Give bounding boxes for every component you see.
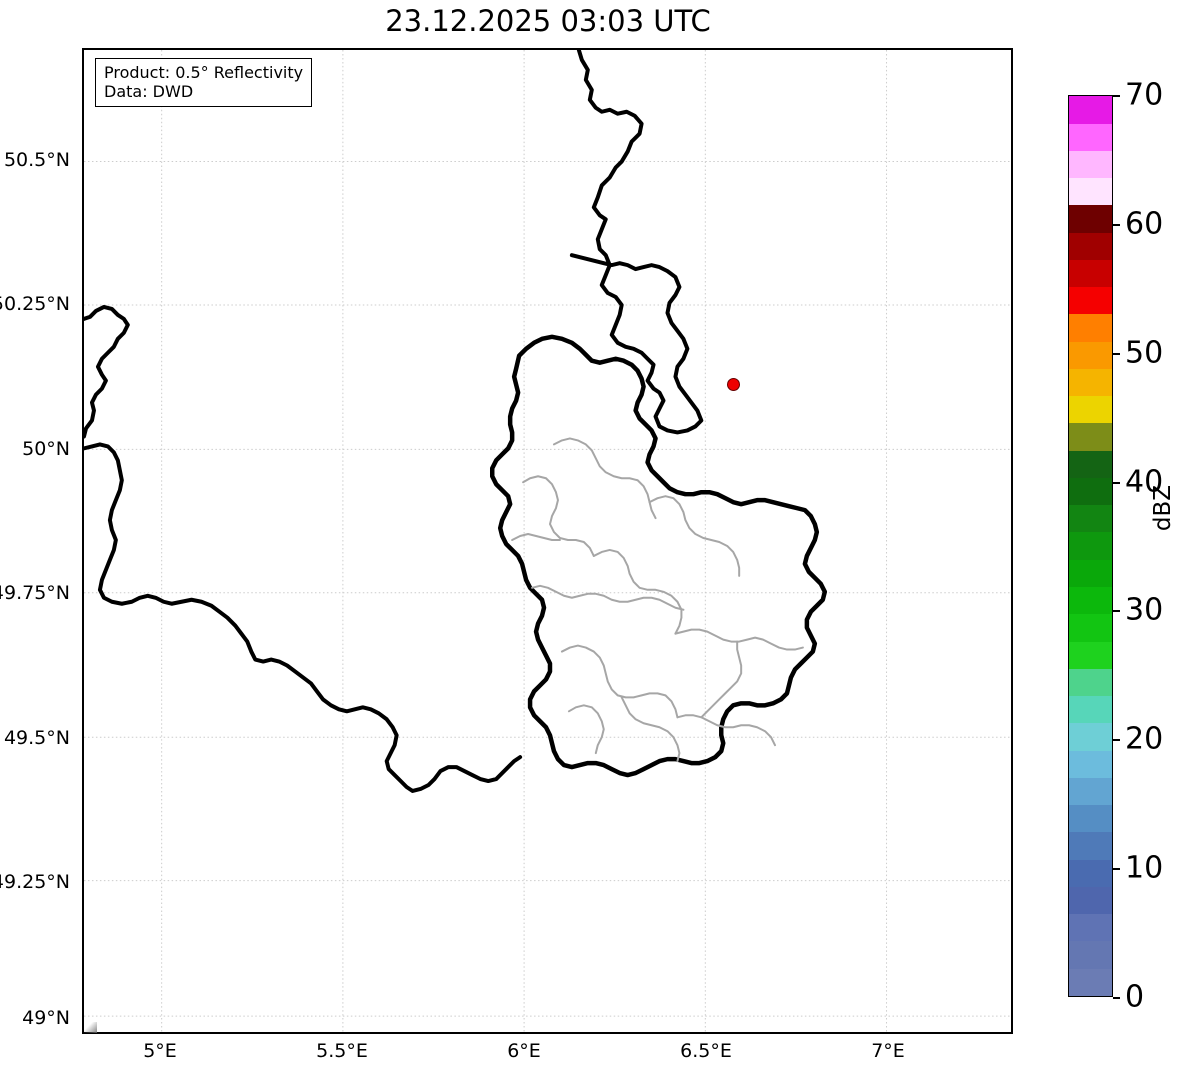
colorbar-band xyxy=(1069,505,1112,533)
colorbar-band xyxy=(1069,232,1112,260)
colorbar-band xyxy=(1069,396,1112,424)
colorbar-band xyxy=(1069,641,1112,669)
colorbar-band xyxy=(1069,587,1112,615)
colorbar-band xyxy=(1069,450,1112,478)
ytick-label-50n: 50°N xyxy=(22,438,70,460)
colorbar-band xyxy=(1069,205,1112,233)
colorbar-band xyxy=(1069,832,1112,860)
colorbar-band xyxy=(1069,341,1112,369)
colorbar-band xyxy=(1069,123,1112,151)
colorbar-band xyxy=(1069,314,1112,342)
colorbar[interactable]: 0 10 20 30 40 50 60 70 xyxy=(1068,78,1163,1015)
colorbar-tick-label: 70 xyxy=(1125,77,1164,113)
colorbar-band xyxy=(1069,968,1112,996)
colorbar-tick xyxy=(1113,223,1120,226)
info-data-line: Data: DWD xyxy=(104,82,194,101)
colorbar-band xyxy=(1069,259,1112,288)
colorbar-tick xyxy=(1113,481,1120,484)
colorbar-tick-label: 20 xyxy=(1125,721,1164,757)
ytick-label-505n: 50.5°N xyxy=(3,149,70,171)
xtick-label-55e: 5.5°E xyxy=(316,1040,368,1062)
colorbar-band xyxy=(1069,423,1112,451)
colorbar-band xyxy=(1069,150,1112,179)
colorbar-band xyxy=(1069,777,1112,806)
colorbar-tick-label: 30 xyxy=(1125,592,1164,628)
colorbar-band xyxy=(1069,668,1112,697)
xtick-label-65e: 6.5°E xyxy=(680,1040,732,1062)
luxembourg-outline xyxy=(489,334,828,778)
colorbar-gradient xyxy=(1068,95,1113,997)
colorbar-band xyxy=(1069,287,1112,315)
ytick-label-49n: 49°N xyxy=(22,1007,70,1029)
map-geometry xyxy=(84,50,1011,1032)
colorbar-tick-label: 0 xyxy=(1125,979,1145,1015)
colorbar-tick-label: 50 xyxy=(1125,335,1164,371)
colorbar-tick xyxy=(1113,352,1120,355)
colorbar-band xyxy=(1069,941,1112,969)
colorbar-band xyxy=(1069,559,1112,588)
radar-site-marker[interactable] xyxy=(727,378,740,391)
colorbar-tick-label: 60 xyxy=(1125,206,1164,242)
luxembourg-internal-borders xyxy=(511,437,804,763)
colorbar-band xyxy=(1069,723,1112,751)
colorbar-band xyxy=(1069,886,1112,915)
colorbar-tick-label: 10 xyxy=(1125,850,1164,886)
ytick-label-4925n: 49.25°N xyxy=(0,871,70,893)
xtick-label-6e: 6°E xyxy=(507,1040,541,1062)
colorbar-band xyxy=(1069,96,1112,124)
colorbar-tick xyxy=(1113,997,1120,999)
xtick-label-7e: 7°E xyxy=(871,1040,905,1062)
colorbar-band xyxy=(1069,614,1112,642)
country-borders xyxy=(569,50,704,435)
colorbar-band xyxy=(1069,532,1112,560)
gridlines xyxy=(84,50,1011,1032)
xtick-label-5e: 5°E xyxy=(143,1040,177,1062)
west-border xyxy=(84,304,523,793)
info-product-line: Product: 0.5° Reflectivity xyxy=(104,63,304,82)
ytick-label-5025n: 50.25°N xyxy=(0,293,70,315)
map-plot-area[interactable] xyxy=(82,48,1013,1034)
product-info-box: Product: 0.5° Reflectivity Data: DWD xyxy=(95,58,313,107)
colorbar-tick-label: 40 xyxy=(1125,464,1164,500)
colorbar-band xyxy=(1069,477,1112,506)
colorbar-band xyxy=(1069,696,1112,724)
colorbar-band xyxy=(1069,178,1112,206)
ytick-label-495n: 49.5°N xyxy=(3,727,70,749)
colorbar-band xyxy=(1069,859,1112,887)
colorbar-tick xyxy=(1113,95,1120,97)
colorbar-tick xyxy=(1113,739,1120,742)
colorbar-band xyxy=(1069,914,1112,942)
colorbar-tick xyxy=(1113,868,1120,871)
colorbar-tick xyxy=(1113,610,1120,613)
corner-artifact xyxy=(84,1022,97,1033)
colorbar-band xyxy=(1069,750,1112,778)
colorbar-band xyxy=(1069,368,1112,397)
page-title: 23.12.2025 03:03 UTC xyxy=(385,4,711,38)
ytick-label-4975n: 49.75°N xyxy=(0,582,70,604)
colorbar-band xyxy=(1069,805,1112,833)
